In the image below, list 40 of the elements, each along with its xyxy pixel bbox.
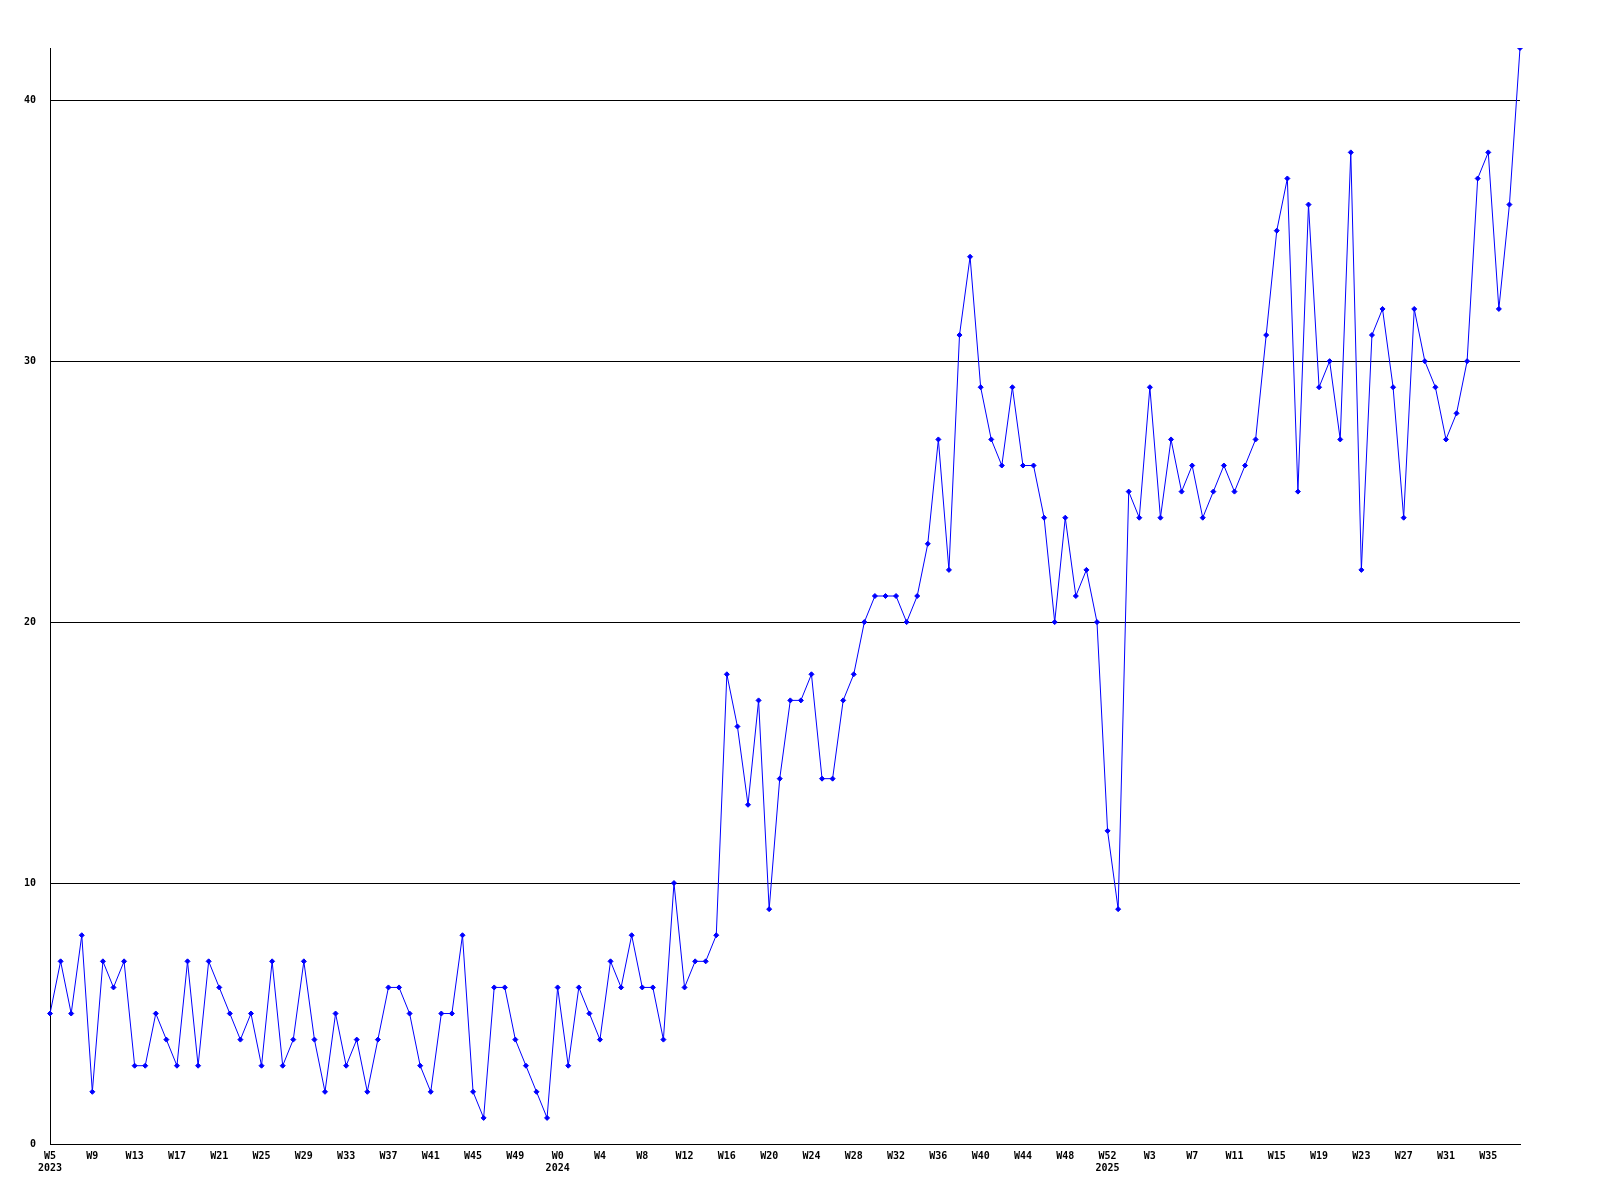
x-tick-label: W17 bbox=[167, 1149, 186, 1161]
x-tick-label: W25 bbox=[252, 1149, 271, 1161]
x-tick-label: W45 bbox=[464, 1149, 483, 1161]
x-tick-label: W3 bbox=[1143, 1149, 1156, 1161]
x-tick-label: W11 bbox=[1225, 1149, 1244, 1161]
x-tick-label: W41 bbox=[421, 1149, 440, 1161]
x-tick-label: W48 bbox=[1056, 1149, 1075, 1161]
y-tick-label: 0 bbox=[30, 1137, 37, 1149]
x-tick-label: W32 bbox=[887, 1149, 906, 1161]
x-tick-label: W16 bbox=[717, 1149, 736, 1161]
x-tick-label: W29 bbox=[294, 1149, 313, 1161]
x-tick-label: W12 bbox=[675, 1149, 694, 1161]
x-tick-label: W23 bbox=[1352, 1149, 1371, 1161]
x-tick-label: W5 2023 bbox=[37, 1149, 63, 1173]
x-tick-label: W31 bbox=[1436, 1149, 1455, 1161]
x-tick-label: W15 bbox=[1267, 1149, 1286, 1161]
x-tick-label: W49 bbox=[506, 1149, 525, 1161]
x-tick-label: W19 bbox=[1310, 1149, 1329, 1161]
x-tick-label: W36 bbox=[929, 1149, 948, 1161]
x-tick-label: W40 bbox=[971, 1149, 990, 1161]
x-tick-label: W33 bbox=[337, 1149, 356, 1161]
x-tick-label: W13 bbox=[125, 1149, 144, 1161]
x-tick-label: W44 bbox=[1013, 1149, 1032, 1161]
y-tick-label: 10 bbox=[23, 876, 37, 888]
x-tick-label: W0 2024 bbox=[545, 1149, 570, 1173]
x-tick-label: W4 bbox=[593, 1149, 606, 1161]
x-tick-label: W52 2025 bbox=[1095, 1149, 1120, 1173]
x-tick-label: W24 bbox=[802, 1149, 821, 1161]
x-tick-label: W8 bbox=[636, 1149, 649, 1161]
x-tick-label: W28 bbox=[844, 1149, 863, 1161]
x-tick-label: W35 bbox=[1479, 1149, 1498, 1161]
y-tick-label: 30 bbox=[23, 354, 37, 366]
y-tick-label: 40 bbox=[23, 93, 37, 105]
x-tick-label: W9 bbox=[86, 1149, 99, 1161]
x-tick-label: W20 bbox=[760, 1149, 779, 1161]
x-tick-label: W21 bbox=[210, 1149, 229, 1161]
x-tick-label: W27 bbox=[1394, 1149, 1413, 1161]
y-tick-label: 20 bbox=[23, 615, 37, 627]
x-tick-label: W37 bbox=[379, 1149, 398, 1161]
x-tick-label: W7 bbox=[1186, 1149, 1199, 1161]
